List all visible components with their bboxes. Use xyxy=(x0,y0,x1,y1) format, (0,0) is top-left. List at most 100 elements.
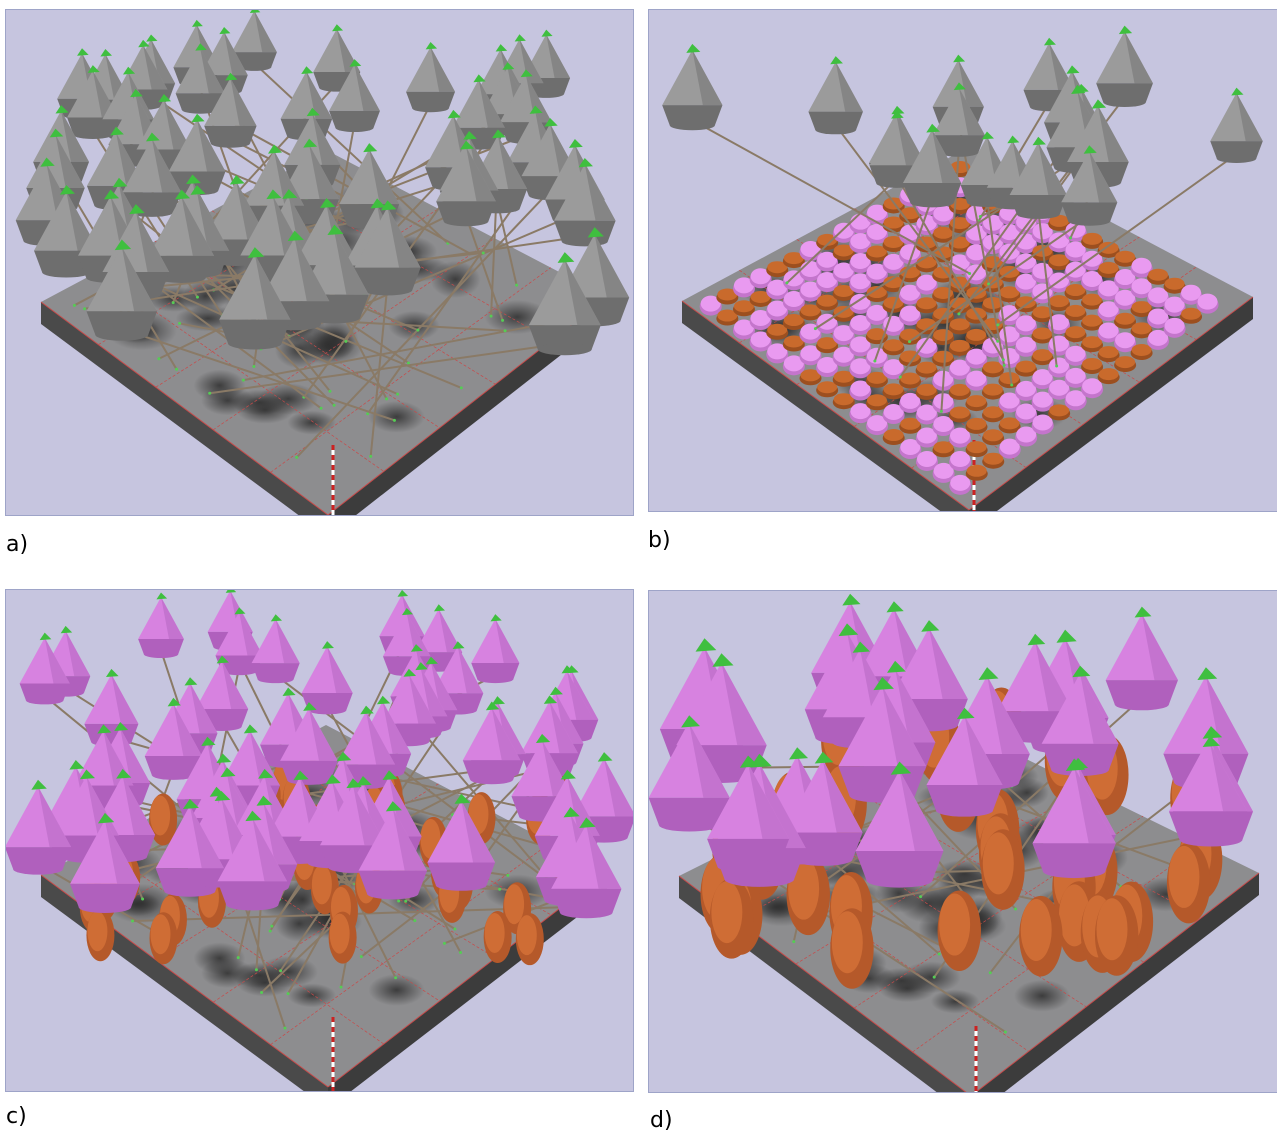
stem-foot xyxy=(369,454,373,458)
tip-marker xyxy=(401,607,414,616)
cone-base xyxy=(443,216,489,227)
orange-pad xyxy=(900,372,921,385)
pink-pad xyxy=(1016,403,1037,420)
tip-marker xyxy=(243,724,258,734)
tip-marker xyxy=(303,702,317,711)
stem-foot xyxy=(385,397,389,401)
tip-marker xyxy=(1134,606,1152,618)
pink-pad xyxy=(850,233,871,250)
tip-marker xyxy=(814,751,834,764)
stem-foot xyxy=(397,899,401,903)
stem-foot xyxy=(1001,358,1005,362)
tip-marker xyxy=(186,174,201,185)
pink-pad xyxy=(850,336,871,353)
stem-foot xyxy=(1014,907,1018,911)
tip-marker xyxy=(873,677,894,691)
cone-shade xyxy=(507,67,534,115)
cone-base xyxy=(792,852,853,866)
cone-cup xyxy=(358,870,427,894)
cone-shade xyxy=(116,132,146,186)
cone-base xyxy=(164,885,216,897)
cone xyxy=(231,10,277,71)
orange-oval-highlight xyxy=(516,915,537,956)
tip-marker xyxy=(146,34,158,42)
grid-line xyxy=(736,846,1029,1052)
cone-base xyxy=(257,675,294,684)
cone-cup xyxy=(551,888,622,913)
grid-line xyxy=(213,237,495,431)
cone-cup xyxy=(204,125,257,144)
cone-cup xyxy=(1041,743,1119,770)
stem-foot xyxy=(957,312,961,316)
cone-cup xyxy=(1172,811,1248,837)
orange-pad xyxy=(1148,268,1169,281)
cone-shade xyxy=(584,164,616,221)
cone xyxy=(217,810,288,911)
stem-foot xyxy=(939,409,943,413)
cone-shade xyxy=(519,39,544,84)
orange-oval-highlight xyxy=(982,832,1014,895)
stem-foot xyxy=(394,976,398,980)
tip-marker xyxy=(303,138,318,148)
tip-marker xyxy=(1118,25,1133,35)
stem-foot xyxy=(270,924,274,928)
cone-shade xyxy=(958,59,984,107)
tip-marker xyxy=(1007,135,1020,144)
cone-base xyxy=(1216,154,1257,163)
orange-pad xyxy=(833,305,854,318)
orange-pad xyxy=(933,329,954,342)
tip-marker xyxy=(87,65,100,73)
cone-base xyxy=(226,898,279,911)
tip-marker xyxy=(97,724,112,734)
tip-marker xyxy=(158,93,172,103)
cone-shade xyxy=(273,150,305,206)
orange-pad xyxy=(1115,312,1136,325)
caption-a: a) xyxy=(6,532,29,557)
tip-marker xyxy=(485,701,500,711)
orange-pad xyxy=(883,276,904,289)
cone-shade xyxy=(604,758,633,817)
pink-pad xyxy=(1115,289,1136,306)
pink-pad xyxy=(966,348,987,365)
stem xyxy=(465,215,504,321)
tip-marker xyxy=(201,736,216,746)
tip-marker xyxy=(138,39,150,48)
tip-marker xyxy=(327,224,344,235)
cone-base xyxy=(1114,698,1169,711)
tip-marker xyxy=(561,665,575,674)
scene-b xyxy=(662,25,1263,511)
cone-shade xyxy=(896,115,924,166)
cone-shade xyxy=(61,110,90,162)
cone-cup xyxy=(70,883,140,908)
cone xyxy=(19,632,70,705)
pink-pad xyxy=(1098,322,1119,339)
orange-pad xyxy=(949,383,970,396)
orange-pad xyxy=(717,309,738,322)
orange-pad xyxy=(1098,346,1119,359)
stem-foot xyxy=(157,357,161,361)
pink-pad xyxy=(1131,278,1152,295)
tip-marker xyxy=(349,59,362,67)
stem-foot xyxy=(988,971,992,975)
tip-marker xyxy=(49,128,64,138)
orange-pad xyxy=(767,323,788,336)
grid-line xyxy=(854,815,1144,1009)
tip-marker xyxy=(69,760,85,770)
pink-pad xyxy=(1016,380,1037,397)
cone-shade xyxy=(1049,42,1075,90)
shadow xyxy=(368,400,425,433)
tip-marker xyxy=(247,247,265,258)
tip-marker xyxy=(216,655,229,664)
orange-pad xyxy=(767,261,788,274)
pink-pad xyxy=(999,224,1020,241)
pink-pad xyxy=(1016,426,1037,443)
pads xyxy=(699,161,1219,495)
board-edge xyxy=(40,301,329,515)
tip-marker xyxy=(1202,726,1223,739)
cone-shade xyxy=(306,71,333,119)
shadow xyxy=(193,942,246,975)
tip-marker xyxy=(686,43,701,53)
stem xyxy=(896,176,1005,361)
cone xyxy=(1096,25,1153,107)
cone xyxy=(707,755,790,874)
